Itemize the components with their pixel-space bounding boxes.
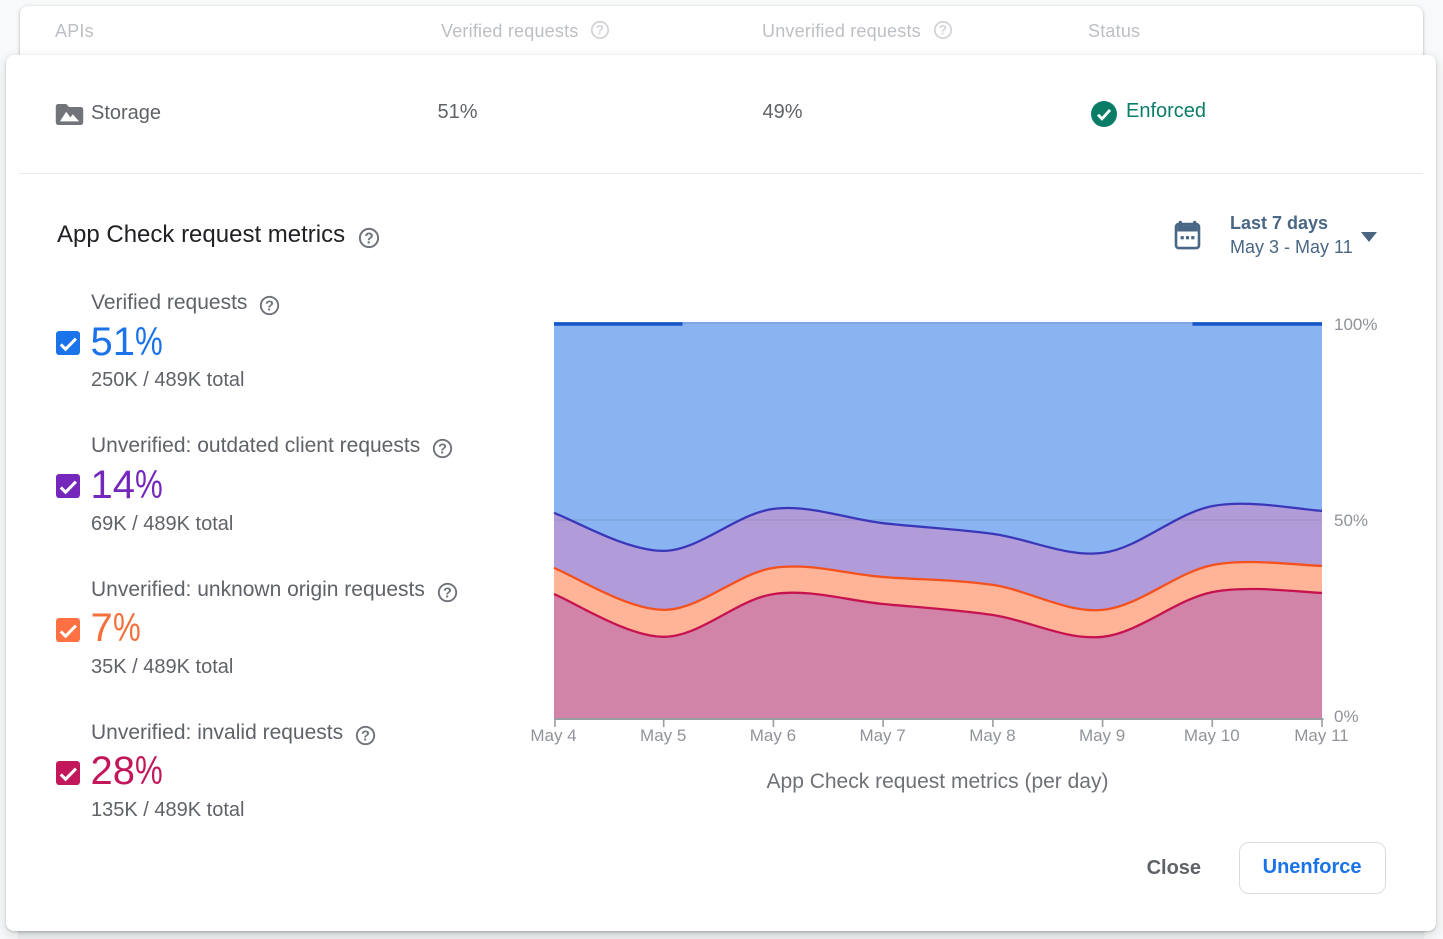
svg-text:?: ? — [939, 23, 947, 38]
svg-text:?: ? — [596, 23, 604, 38]
svg-text:?: ? — [361, 729, 370, 745]
svg-text:?: ? — [443, 585, 452, 601]
svg-text:?: ? — [364, 231, 373, 248]
svg-text:?: ? — [265, 299, 274, 315]
svg-text:?: ? — [438, 442, 447, 458]
